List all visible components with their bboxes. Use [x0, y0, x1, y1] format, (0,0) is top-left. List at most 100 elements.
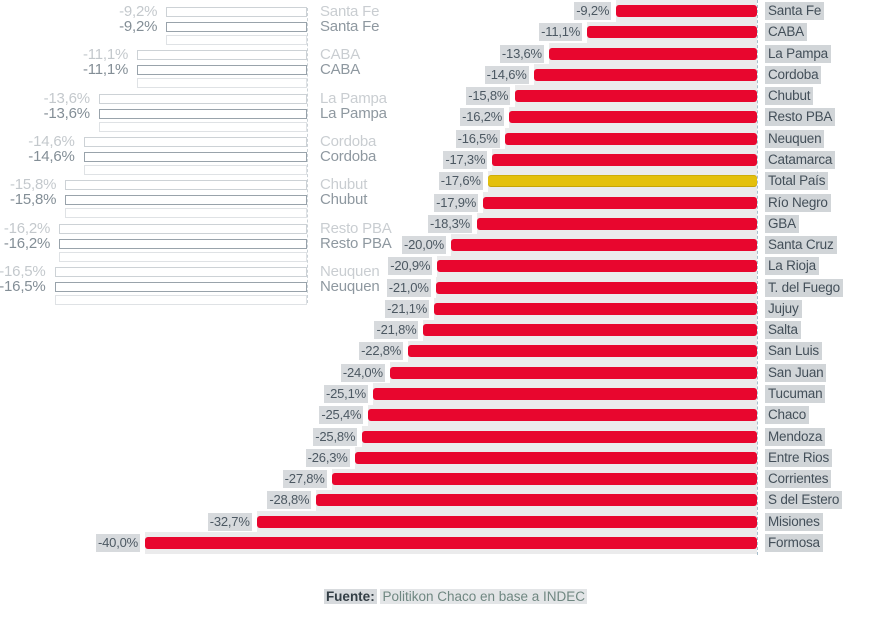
- bar-name-label: San Juan: [765, 363, 827, 382]
- bar-name-label: GBA: [765, 214, 799, 233]
- bar-value-label: -27,8%: [282, 470, 327, 489]
- bar-value-label: -21,1%: [385, 299, 430, 318]
- bar-value-label: -11,1%: [539, 23, 583, 42]
- bar-value-label: -14,6%: [484, 65, 529, 84]
- ghost-bar: [59, 223, 307, 234]
- bar: [408, 345, 757, 358]
- ghost-value-label: -16,2%: [3, 219, 51, 237]
- ghost-bar: [98, 121, 307, 132]
- bar-value-label: -32,7%: [207, 512, 252, 531]
- bar: [533, 68, 757, 81]
- ghost-bar: [137, 50, 307, 61]
- bar: [331, 473, 757, 486]
- bar-value-label: -13,6%: [499, 44, 544, 63]
- ghost-name-label: Neuquen: [320, 277, 380, 295]
- ghost-bar: [83, 164, 307, 175]
- bar: [509, 111, 757, 124]
- bar-name-label: San Luis: [765, 342, 822, 361]
- bar: [548, 47, 757, 60]
- bar: [145, 537, 757, 549]
- bar-name-label: Resto PBA: [765, 108, 836, 127]
- bar: [362, 430, 757, 443]
- ghost-value-label: -16,5%: [0, 262, 46, 280]
- bar-value-label: -26,3%: [305, 448, 350, 467]
- bar-name-label: Neuquen: [765, 129, 825, 148]
- bar-total-pais-highlight: [487, 175, 757, 188]
- bar-name-label: La Rioja: [765, 257, 819, 276]
- bar-value-label: -28,8%: [267, 491, 312, 510]
- ghost-bar: [166, 7, 307, 17]
- bar: [423, 324, 757, 337]
- bar: [492, 153, 757, 166]
- source-line: Fuente: Politikon Chaco en base a INDEC: [8, 588, 895, 606]
- bar-value-label: -17,9%: [434, 193, 479, 212]
- bar-name-label: Entre Rios: [765, 448, 833, 467]
- ghost-bar: [83, 136, 307, 147]
- ghost-bar: [59, 251, 307, 262]
- bar-value-label: -9,2%: [574, 2, 612, 20]
- ghost-value-label: -15,8%: [9, 176, 57, 194]
- bar-name-label: Corrientes: [765, 470, 832, 489]
- ghost-value-label: -14,6%: [28, 132, 75, 150]
- bar-name-label: Cordoba: [765, 65, 822, 84]
- bar: [354, 451, 757, 464]
- bar: [435, 281, 757, 294]
- ghost-value-label: -15,8%: [9, 191, 57, 209]
- bar-value-label: -25,8%: [313, 427, 358, 446]
- bar-value-label: -25,1%: [323, 385, 368, 404]
- ghost-name-label: Cordoba: [320, 147, 377, 165]
- bar: [483, 196, 757, 209]
- bar-name-label: La Pampa: [765, 44, 831, 63]
- bar-name-label: Santa Fe: [765, 2, 825, 20]
- bar-value-label: -15,8%: [466, 87, 511, 106]
- ghost-name-label: CABA: [320, 46, 361, 64]
- ghost-value-label: -13,6%: [43, 89, 91, 107]
- ghost-bar: [83, 151, 307, 162]
- ghost-bar: [54, 281, 307, 292]
- bar-value-label: -21,8%: [374, 321, 419, 340]
- ghost-value-label: -16,5%: [0, 277, 46, 295]
- ghost-name-label: Santa Fe: [320, 18, 380, 35]
- bar: [515, 90, 757, 103]
- ghost-value-label: -11,1%: [82, 61, 129, 79]
- ghost-bar: [54, 294, 307, 305]
- bar: [434, 302, 757, 315]
- ghost-bar: [65, 195, 307, 206]
- bar-name-label: T. del Fuego: [765, 278, 843, 297]
- bar-value-label: -16,2%: [460, 108, 505, 127]
- bar-name-label: Río Negro: [765, 193, 831, 212]
- ghost-name-label: Resto PBA: [320, 219, 392, 237]
- ghost-name-label: Cordoba: [320, 132, 377, 150]
- bar-value-label: -16,5%: [455, 129, 500, 148]
- ghost-value-label: -16,2%: [3, 234, 51, 252]
- ghost-bar: [166, 35, 307, 45]
- bar-value-label: -17,3%: [443, 150, 488, 169]
- bar-name-label: Tucuman: [765, 385, 826, 404]
- bar: [616, 5, 757, 17]
- bar-name-label: Total País: [765, 172, 829, 191]
- ghost-name-label: La Pampa: [320, 104, 387, 122]
- ghost-value-label: -9,2%: [119, 3, 158, 20]
- bar: [451, 239, 757, 252]
- ghost-bar: [137, 78, 307, 89]
- bar: [316, 494, 757, 507]
- ghost-name-label: Resto PBA: [320, 234, 392, 252]
- bar: [437, 260, 757, 273]
- bar-value-label: -25,4%: [319, 406, 364, 425]
- bar: [587, 26, 757, 39]
- bar: [368, 409, 757, 422]
- bar-name-label: Chaco: [765, 406, 810, 425]
- bar-value-label: -20,0%: [402, 236, 446, 255]
- bar-value-label: -21,0%: [386, 278, 431, 297]
- bar-value-label: -20,9%: [388, 257, 433, 276]
- ghost-bar: [65, 180, 307, 191]
- bar: [372, 388, 757, 401]
- ghost-name-label: Chubut: [320, 176, 368, 194]
- ghost-bar: [98, 108, 307, 119]
- ghost-value-label: -13,6%: [43, 104, 91, 122]
- ghost-bar: [166, 22, 307, 32]
- ghost-name-label: Neuquen: [320, 262, 380, 280]
- ghost-bar: [65, 208, 307, 219]
- bar: [504, 132, 757, 145]
